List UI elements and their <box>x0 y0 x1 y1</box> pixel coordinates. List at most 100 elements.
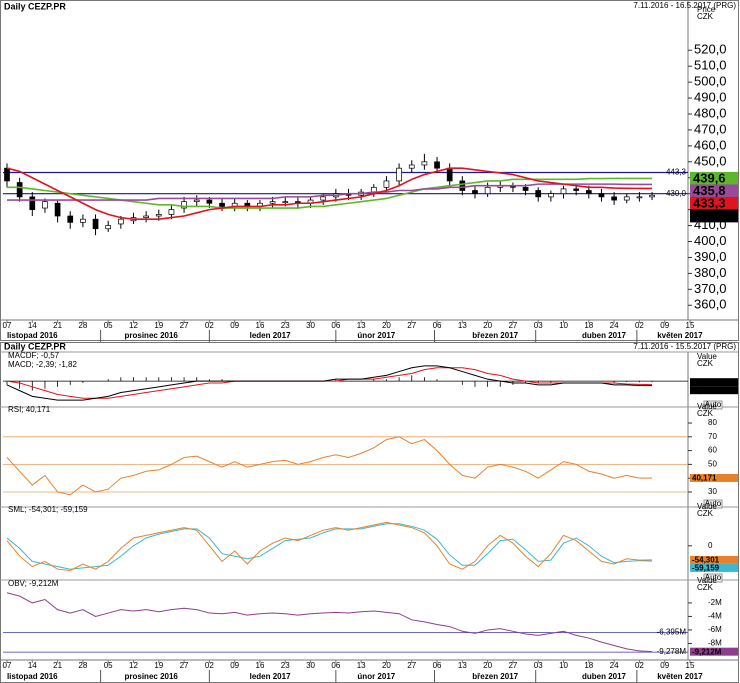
date-label: 19 <box>154 661 163 670</box>
y-tick-label: 470,0 <box>694 121 727 136</box>
candle-body <box>484 186 491 195</box>
candle-body <box>219 202 225 207</box>
level-label: 443,3 <box>666 168 687 177</box>
date-label: 20 <box>382 321 391 330</box>
date-label: 14 <box>28 321 37 330</box>
y-tick-label: 70 <box>708 432 717 441</box>
date-label: 02 <box>205 321 214 330</box>
date-label: 09 <box>660 661 669 670</box>
value-box <box>690 386 738 395</box>
auto-label: Auto <box>705 573 722 582</box>
date-label: 02 <box>635 661 644 670</box>
y-tick-label: 450,0 <box>694 153 727 168</box>
candle-body <box>585 190 592 195</box>
date-label: 23 <box>281 661 290 670</box>
indicator-legend: MACD; -2,39; -1,82 <box>8 360 77 369</box>
date-label: 13 <box>458 661 467 670</box>
date-label: 30 <box>306 661 315 670</box>
y-tick-label: -4M <box>708 612 722 621</box>
value-box <box>690 378 738 387</box>
y-tick-label: 360,0 <box>694 297 727 312</box>
date-label: 10 <box>559 661 568 670</box>
candle-body <box>459 180 466 191</box>
month-label: únor 2017 <box>357 331 395 340</box>
auto-button[interactable] <box>703 499 723 509</box>
date-label: 10 <box>559 321 568 330</box>
candle-body <box>649 194 655 198</box>
indicator-line <box>6 592 653 653</box>
y-tick-label: 380,0 <box>694 265 727 280</box>
candle-body <box>282 201 289 204</box>
y-tick-label: 520,0 <box>694 42 727 57</box>
auto-label: Auto <box>705 499 722 508</box>
auto-label: Auto <box>705 400 722 409</box>
auto-button[interactable] <box>703 400 723 410</box>
month-label: listopad 2016 <box>7 672 58 681</box>
candle-body <box>117 218 124 225</box>
date-label: 24 <box>610 321 619 330</box>
value-box-label: 433,3 <box>693 195 726 210</box>
date-label: 24 <box>610 661 619 670</box>
y-tick-label: 60 <box>708 446 717 455</box>
y-tick-label: 370,0 <box>694 281 727 296</box>
candle-body <box>598 193 605 198</box>
indicator-legend: RSI; 40,171 <box>8 405 51 414</box>
candle-body <box>320 196 327 201</box>
date-label: 13 <box>357 661 366 670</box>
date-label: 09 <box>660 321 669 330</box>
candle-body <box>636 196 643 199</box>
y-tick-label: 510,0 <box>694 58 727 73</box>
candle-body <box>396 167 402 182</box>
date-label: 02 <box>205 661 214 670</box>
candle-body <box>42 201 48 209</box>
date-label: 30 <box>306 321 315 330</box>
month-label: leden 2017 <box>250 672 291 681</box>
value-box-label: 435,8 <box>693 183 726 198</box>
month-label: květen 2017 <box>657 672 703 681</box>
y-tick-label: -2M <box>708 598 722 607</box>
value-box-label: 40,171 <box>692 474 717 483</box>
date-label: 12 <box>129 661 138 670</box>
axis-heading: CZK <box>697 583 714 592</box>
panel-title: Daily CEZP.PR <box>4 341 66 351</box>
y-tick-label: 500,0 <box>694 74 727 89</box>
value-box <box>690 563 738 572</box>
month-label: listopad 2016 <box>7 331 58 340</box>
candle-body <box>29 196 36 210</box>
date-label: 05 <box>104 661 113 670</box>
candle-body <box>92 218 99 230</box>
value-box <box>690 209 738 223</box>
candle-body <box>67 215 74 223</box>
axis-heading: CZK <box>697 409 714 418</box>
date-label: 02 <box>635 321 644 330</box>
axis-heading: Value <box>697 402 717 411</box>
date-label: 21 <box>53 661 62 670</box>
auto-button[interactable] <box>703 573 723 583</box>
date-label: 06 <box>331 321 340 330</box>
axis-heading: Value <box>697 352 717 361</box>
axis-heading: CZK <box>697 509 714 518</box>
value-box-label: -9,212M <box>692 647 722 656</box>
date-label: 27 <box>508 661 517 670</box>
candle-body <box>143 215 149 218</box>
indicator-line <box>6 365 653 401</box>
date-label: 09 <box>230 661 239 670</box>
candle-body <box>105 225 112 230</box>
candle-body <box>548 193 554 198</box>
date-label: 05 <box>104 321 113 330</box>
main-frame <box>0 0 739 341</box>
value-box-label: -54,301 <box>692 556 720 565</box>
date-label: 20 <box>483 321 492 330</box>
date-label: 20 <box>483 661 492 670</box>
date-label: 09 <box>230 321 239 330</box>
value-box <box>690 647 738 656</box>
candle-body <box>434 161 440 169</box>
candle-body <box>54 202 61 217</box>
date-label: 18 <box>584 661 593 670</box>
candle-body <box>611 196 617 201</box>
indicator-legend: SML; -54,301; -59,159 <box>8 505 88 514</box>
date-range: 7.11.2016 - 16.5.2017 (PRG) <box>633 1 736 10</box>
candle-body <box>4 167 10 182</box>
date-label: 27 <box>407 321 416 330</box>
y-tick-label: 490,0 <box>694 90 727 105</box>
